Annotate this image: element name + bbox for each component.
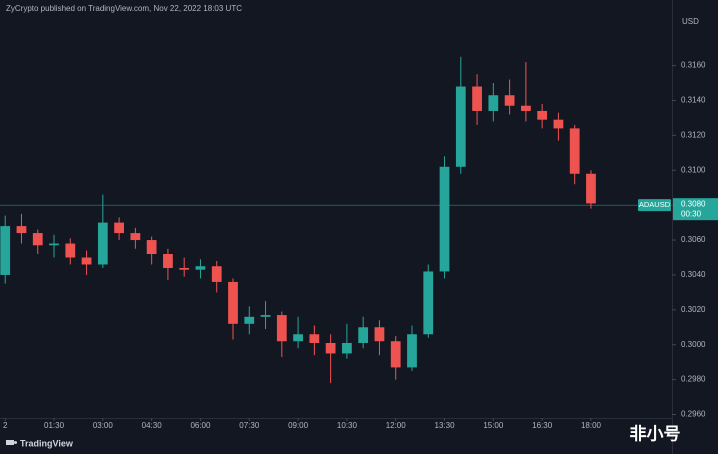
x-tick-label: 13:30 bbox=[435, 421, 456, 430]
candle-body bbox=[521, 105, 531, 111]
candles bbox=[0, 56, 596, 384]
candle-body bbox=[472, 86, 482, 111]
footer-brand: TradingView bbox=[20, 438, 74, 448]
candle-body bbox=[439, 166, 450, 272]
y-tick-label: 0.3140 bbox=[681, 96, 706, 105]
x-tick-label: 12:00 bbox=[386, 421, 407, 430]
candle-body bbox=[65, 243, 76, 258]
candle-body bbox=[455, 86, 466, 167]
candle-body bbox=[244, 316, 255, 324]
symbol-label: ADAUSD bbox=[639, 200, 671, 209]
candle-body bbox=[293, 334, 303, 342]
y-tick-label: 0.3000 bbox=[681, 340, 706, 349]
price-label: 0.3080 bbox=[681, 199, 706, 208]
candle-body bbox=[179, 267, 190, 270]
x-tick-label: 09:00 bbox=[288, 421, 309, 430]
candle-body bbox=[374, 327, 385, 342]
tv-logo bbox=[6, 440, 17, 445]
x-tick-label: 18:00 bbox=[581, 421, 602, 430]
x-tick-label: 2 bbox=[3, 421, 8, 430]
x-tick-label: 15:00 bbox=[483, 421, 504, 430]
watermark: 非小号 bbox=[630, 423, 681, 443]
candle-body bbox=[504, 95, 515, 106]
y-tick-label: 0.3160 bbox=[681, 61, 706, 70]
y-tick-label: 0.3100 bbox=[681, 165, 706, 174]
y-tick-label: 0.3120 bbox=[681, 130, 706, 139]
candle-body bbox=[276, 315, 287, 342]
candle-body bbox=[163, 254, 173, 268]
candle-body bbox=[228, 281, 238, 324]
candle-body bbox=[146, 240, 157, 255]
candle-body bbox=[407, 334, 417, 368]
candle-body bbox=[130, 233, 141, 241]
candle-body bbox=[423, 271, 434, 335]
x-tick-label: 16:30 bbox=[532, 421, 553, 430]
candle-body bbox=[325, 342, 336, 354]
price-badge bbox=[673, 198, 718, 221]
candle-body bbox=[358, 327, 369, 343]
candle-body bbox=[342, 342, 352, 354]
candle-body bbox=[114, 222, 124, 234]
y-tick-label: 0.3020 bbox=[681, 305, 706, 314]
y-unit: USD bbox=[682, 17, 699, 26]
candle-body bbox=[32, 233, 43, 246]
candle-body bbox=[553, 119, 564, 129]
x-tick-label: 06:00 bbox=[190, 421, 211, 430]
header-text: ZyCrypto published on TradingView.com, N… bbox=[6, 4, 242, 13]
x-tick-label: 03:00 bbox=[93, 421, 114, 430]
symbol-badge bbox=[638, 199, 671, 212]
x-tick-label: 10:30 bbox=[337, 421, 358, 430]
candle-body bbox=[569, 128, 580, 174]
candle-body bbox=[309, 334, 320, 343]
candle-body bbox=[586, 173, 596, 204]
x-tick-label: 01:30 bbox=[44, 421, 65, 430]
candle-body bbox=[488, 95, 499, 111]
x-tick-label: 07:30 bbox=[239, 421, 260, 430]
candle-body bbox=[211, 266, 222, 282]
candle-body bbox=[195, 266, 206, 270]
candle-body bbox=[81, 257, 92, 265]
y-tick-label: 0.2960 bbox=[681, 410, 706, 419]
candle-body bbox=[260, 315, 271, 317]
x-tick-label: 04:30 bbox=[142, 421, 163, 430]
countdown-label: 00:30 bbox=[681, 209, 702, 218]
candle-body bbox=[537, 110, 548, 120]
candle-body bbox=[390, 341, 401, 368]
candle-body bbox=[49, 243, 59, 246]
candle-body bbox=[97, 222, 108, 265]
y-tick-label: 0.3060 bbox=[681, 235, 706, 244]
candle-body bbox=[0, 226, 11, 275]
y-tick-label: 0.3040 bbox=[681, 270, 706, 279]
candle-body bbox=[16, 226, 27, 234]
y-tick-label: 0.2980 bbox=[681, 375, 706, 384]
